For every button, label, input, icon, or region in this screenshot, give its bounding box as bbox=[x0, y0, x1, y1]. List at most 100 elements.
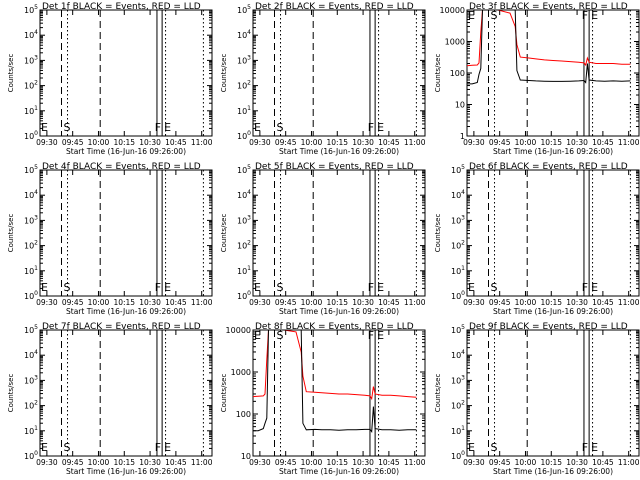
mode-marker: E bbox=[591, 9, 598, 22]
y-tick-label: 104 bbox=[24, 349, 38, 360]
x-tick-label: 10:30 bbox=[566, 298, 588, 307]
plot-frame bbox=[252, 9, 426, 137]
x-tick-label: 10:15 bbox=[113, 298, 135, 307]
series-line bbox=[467, 9, 631, 85]
x-tick-label: 09:30 bbox=[463, 458, 485, 467]
y-tick-label: 104 bbox=[237, 189, 251, 200]
plot-frame bbox=[252, 329, 426, 457]
y-tick-label: 10 bbox=[455, 101, 465, 110]
y-tick-label: 102 bbox=[237, 240, 251, 251]
x-tick-label: 09:30 bbox=[249, 298, 271, 307]
y-tick-label: 101 bbox=[451, 425, 465, 436]
x-axis-label: Start Time (16-Jun-16 09:26:00) bbox=[279, 307, 399, 316]
y-tick-label: 102 bbox=[451, 400, 465, 411]
y-tick-label: 105 bbox=[237, 4, 251, 15]
panel-title: Det 6f BLACK = Events, RED = LLD bbox=[469, 162, 628, 172]
x-tick-label: 10:45 bbox=[378, 298, 400, 307]
detector-panel-1: Det 1f BLACK = Events, RED = LLD 100 101 10… bbox=[7, 2, 213, 156]
mode-marker: S bbox=[64, 121, 71, 134]
detector-panel-9: Det 9f BLACK = Events, RED = LLD 100 101 10… bbox=[434, 322, 640, 476]
panel-title: Det 8f BLACK = Events, RED = LLD bbox=[255, 322, 414, 332]
mode-marker: F bbox=[155, 281, 161, 294]
mode-marker: F bbox=[582, 9, 588, 22]
x-tick-label: 09:30 bbox=[249, 138, 271, 147]
panel-title: Det 3f BLACK = Events, RED = LLD bbox=[469, 2, 628, 12]
x-tick-label: 11:00 bbox=[618, 458, 640, 467]
x-tick-label: 10:15 bbox=[113, 138, 135, 147]
panel-title: Det 4f BLACK = Events, RED = LLD bbox=[42, 162, 201, 172]
panel-title: Det 5f BLACK = Events, RED = LLD bbox=[255, 162, 414, 172]
mode-marker: E bbox=[254, 281, 261, 294]
y-tick-label: 102 bbox=[24, 400, 38, 411]
y-tick-label: 102 bbox=[24, 80, 38, 91]
mode-marker: E bbox=[377, 121, 384, 134]
plot-frame bbox=[39, 9, 213, 137]
mode-marker: S bbox=[64, 441, 71, 454]
mode-marker: S bbox=[277, 121, 284, 134]
y-axis-label: Counts/sec bbox=[434, 214, 442, 253]
y-tick-label: 104 bbox=[237, 29, 251, 40]
x-tick-label: 10:00 bbox=[515, 458, 537, 467]
y-tick-label: 105 bbox=[24, 324, 38, 335]
x-tick-label: 10:00 bbox=[515, 138, 537, 147]
y-tick-label: 103 bbox=[24, 374, 38, 385]
x-tick-label: 10:30 bbox=[566, 458, 588, 467]
detector-panel-4: Det 4f BLACK = Events, RED = LLD 100 101 10… bbox=[7, 162, 213, 316]
plot-frame bbox=[252, 169, 426, 297]
y-tick-label: 1 bbox=[460, 132, 465, 141]
plot-frame bbox=[466, 329, 640, 457]
mode-marker: E bbox=[468, 281, 475, 294]
x-tick-label: 10:45 bbox=[165, 298, 187, 307]
x-tick-label: 10:00 bbox=[88, 458, 110, 467]
y-tick-label: 102 bbox=[237, 80, 251, 91]
mode-marker: S bbox=[491, 281, 498, 294]
y-tick-label: 102 bbox=[24, 240, 38, 251]
x-tick-label: 10:15 bbox=[326, 298, 348, 307]
y-tick-label: 100 bbox=[450, 69, 465, 78]
x-tick-label: 11:00 bbox=[191, 458, 213, 467]
x-axis-label: Start Time (16-Jun-16 09:26:00) bbox=[279, 467, 399, 476]
x-tick-label: 10:30 bbox=[566, 138, 588, 147]
mode-marker: E bbox=[468, 441, 475, 454]
x-tick-label: 09:30 bbox=[36, 458, 58, 467]
panel-title: Det 2f BLACK = Events, RED = LLD bbox=[255, 2, 414, 12]
x-tick-label: 10:45 bbox=[165, 458, 187, 467]
y-tick-label: 105 bbox=[237, 164, 251, 175]
x-tick-label: 11:00 bbox=[404, 298, 426, 307]
x-tick-label: 11:00 bbox=[618, 138, 640, 147]
mode-marker: E bbox=[377, 281, 384, 294]
y-tick-label: 101 bbox=[237, 105, 251, 116]
y-tick-label: 103 bbox=[237, 214, 251, 225]
x-tick-label: 10:30 bbox=[139, 298, 161, 307]
mode-marker: F bbox=[368, 329, 374, 342]
mode-marker: F bbox=[582, 441, 588, 454]
panel-title: Det 9f BLACK = Events, RED = LLD bbox=[469, 322, 628, 332]
x-tick-label: 10:45 bbox=[592, 298, 614, 307]
x-tick-label: 10:15 bbox=[326, 458, 348, 467]
x-tick-label: 09:30 bbox=[463, 138, 485, 147]
mode-marker: E bbox=[591, 441, 598, 454]
mode-marker: E bbox=[164, 441, 171, 454]
y-axis-label: Counts/sec bbox=[7, 54, 15, 93]
y-tick-label: 10 bbox=[241, 452, 251, 461]
mode-marker: E bbox=[41, 281, 48, 294]
mode-marker: S bbox=[491, 441, 498, 454]
detector-panel-6: Det 6f BLACK = Events, RED = LLD 100 101 10… bbox=[434, 162, 640, 316]
x-tick-label: 09:45 bbox=[489, 138, 511, 147]
y-axis-label: Counts/sec bbox=[220, 374, 228, 413]
y-tick-label: 102 bbox=[451, 240, 465, 251]
mode-marker: F bbox=[582, 281, 588, 294]
x-tick-label: 10:30 bbox=[352, 458, 374, 467]
mode-marker: E bbox=[377, 329, 384, 342]
y-tick-label: 105 bbox=[24, 164, 38, 175]
y-tick-label: 100 bbox=[451, 290, 465, 301]
x-tick-label: 09:30 bbox=[463, 298, 485, 307]
y-tick-label: 100 bbox=[24, 290, 38, 301]
x-tick-label: 10:30 bbox=[352, 138, 374, 147]
x-tick-label: 09:45 bbox=[62, 298, 84, 307]
mode-marker: F bbox=[155, 121, 161, 134]
y-tick-label: 104 bbox=[24, 189, 38, 200]
x-tick-label: 11:00 bbox=[191, 138, 213, 147]
mode-marker: S bbox=[277, 281, 284, 294]
